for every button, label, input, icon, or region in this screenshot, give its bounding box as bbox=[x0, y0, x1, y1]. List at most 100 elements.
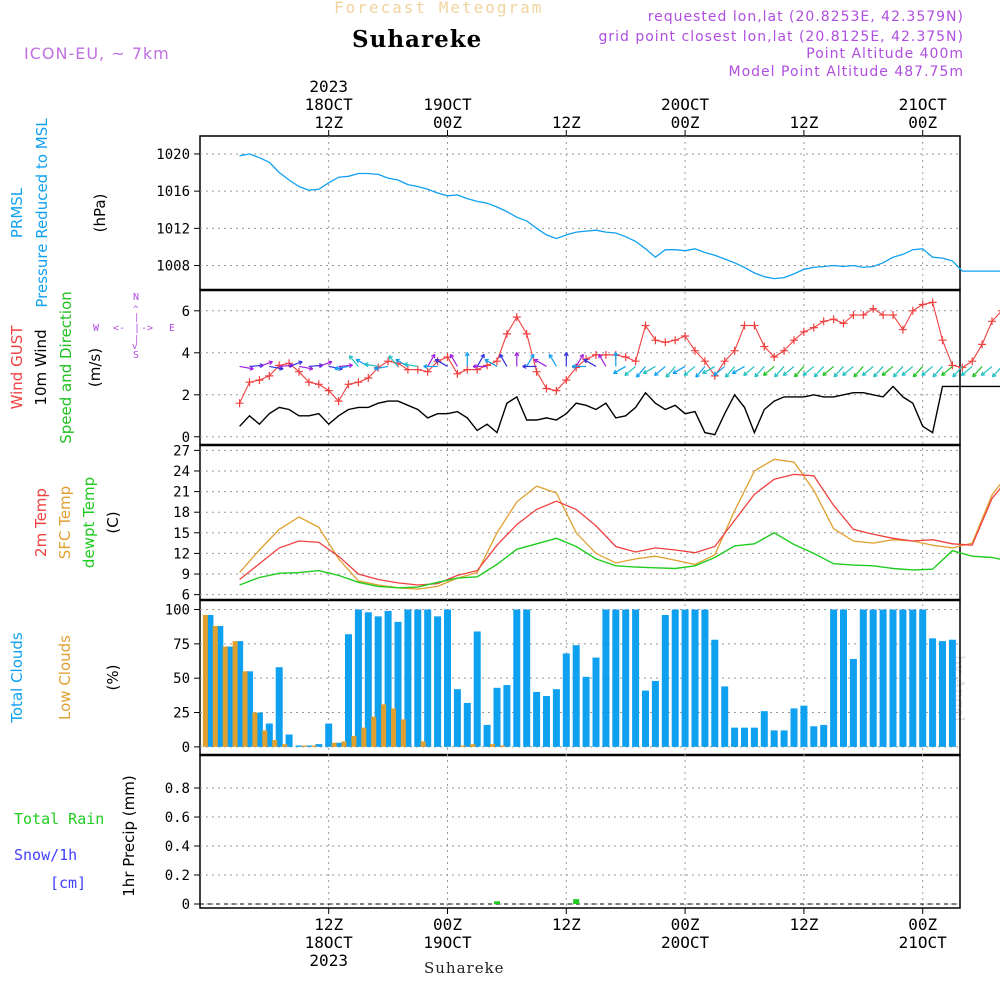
total-cloud-bar bbox=[354, 609, 362, 747]
total-cloud-bar bbox=[760, 711, 768, 747]
gust-marker bbox=[700, 357, 709, 366]
panel-frame-precip bbox=[199, 754, 961, 909]
y-tick-label: 1008 bbox=[156, 259, 190, 275]
gust-marker bbox=[869, 304, 878, 313]
model-altitude: Model Point Altitude 487.75m bbox=[728, 64, 964, 80]
wind-arrow-head bbox=[298, 360, 303, 366]
low-cloud-bar bbox=[391, 708, 396, 747]
gust-marker bbox=[780, 346, 789, 355]
total-cloud-bar bbox=[236, 641, 244, 747]
gust-marker bbox=[493, 357, 501, 366]
total-cloud-bar bbox=[285, 734, 293, 747]
gust-marker bbox=[740, 321, 749, 330]
gust-marker bbox=[562, 376, 571, 385]
y-tick-label: 0 bbox=[182, 740, 190, 756]
gust-marker bbox=[997, 310, 1000, 312]
wind-arrow-head bbox=[355, 358, 361, 364]
panel-label: (hPa) bbox=[91, 194, 109, 233]
compass-west: W bbox=[93, 323, 100, 334]
wind-arrow-head bbox=[881, 371, 887, 377]
wind-direction-arrow bbox=[813, 366, 825, 378]
gust-marker bbox=[502, 329, 511, 338]
wind-arrow-head bbox=[873, 372, 878, 378]
low-cloud-bar bbox=[371, 716, 377, 747]
total-cloud-bar bbox=[721, 686, 729, 747]
wind-arrow-head bbox=[941, 371, 946, 377]
compass-stem-down: | bbox=[134, 335, 139, 345]
bottom-time-label: 21OCT bbox=[899, 933, 948, 952]
wind-arrow-head bbox=[892, 372, 898, 378]
bottom-time-label: 18OCT bbox=[305, 933, 354, 952]
bottom-time-label: 12Z bbox=[314, 915, 343, 934]
top-time-label: 12Z bbox=[789, 113, 818, 132]
low-cloud-bar bbox=[272, 740, 278, 747]
chart-subtitle: Forecast Meteogram bbox=[334, 0, 544, 17]
low-cloud-bar bbox=[262, 730, 268, 747]
wind-direction-arrow bbox=[822, 365, 834, 376]
gust-marker bbox=[295, 367, 303, 376]
low-cloud-bar bbox=[202, 614, 208, 747]
top-time-label: 18OCT bbox=[305, 95, 354, 114]
gust-marker bbox=[829, 315, 838, 324]
gust-marker bbox=[631, 357, 640, 366]
wind-direction-arrow bbox=[683, 365, 696, 376]
compass-stem-up: | bbox=[134, 313, 139, 323]
wind-arrow-head bbox=[813, 372, 819, 378]
total-cloud-bar bbox=[384, 610, 392, 747]
compass-arrow-down: v bbox=[132, 342, 137, 352]
gust-marker bbox=[601, 350, 610, 359]
total-cloud-bar bbox=[295, 745, 303, 747]
total-cloud-bar bbox=[533, 691, 541, 747]
wind-direction-arrow bbox=[782, 365, 795, 376]
top-time-label: 19OCT bbox=[423, 95, 472, 114]
bottom-location-label: Suhareke bbox=[424, 959, 505, 977]
wind-direction-arrow bbox=[702, 365, 716, 374]
rain-bar bbox=[494, 901, 500, 904]
wind-direction-arrow bbox=[725, 366, 736, 378]
wind-direction-arrow bbox=[763, 365, 775, 376]
wind-arrow-head bbox=[571, 364, 576, 369]
gust-marker bbox=[463, 365, 472, 374]
temp-2m-line bbox=[239, 473, 1000, 586]
gust-marker bbox=[453, 369, 462, 378]
wind-direction-arrow bbox=[374, 365, 389, 370]
total-cloud-bar bbox=[246, 671, 253, 747]
total-cloud-bar bbox=[434, 616, 442, 747]
wind-direction-arrow bbox=[881, 365, 894, 376]
total-cloud-bar bbox=[869, 609, 877, 747]
low-cloud-bar bbox=[242, 671, 248, 747]
y-tick-label: 6 bbox=[182, 304, 190, 320]
wind-direction-arrow bbox=[239, 365, 254, 370]
bottom-time-label: 00Z bbox=[908, 915, 937, 934]
gust-marker bbox=[958, 363, 967, 372]
total-cloud-bar bbox=[414, 609, 422, 747]
panel-label: dewpt Temp bbox=[80, 477, 98, 568]
total-cloud-bar bbox=[731, 727, 739, 747]
total-cloud-bar bbox=[325, 723, 333, 747]
gust-marker bbox=[542, 384, 551, 393]
compass-arrow-left: <- bbox=[113, 323, 125, 334]
gust-marker bbox=[908, 306, 917, 315]
gust-marker bbox=[988, 317, 996, 326]
panel-label: 10m Wind bbox=[32, 329, 50, 405]
wind-arrow-head bbox=[480, 353, 485, 359]
wind-arrow-head bbox=[268, 360, 274, 366]
chart-title: Suhareke bbox=[352, 26, 483, 53]
total-cloud-bar bbox=[642, 690, 649, 747]
wind-direction-arrow bbox=[754, 366, 765, 378]
wind-arrow-head bbox=[665, 373, 671, 378]
wind-direction-arrow bbox=[435, 358, 448, 367]
wind-arrow-head bbox=[683, 371, 689, 377]
gust-marker bbox=[354, 378, 363, 387]
gust-marker bbox=[730, 346, 739, 355]
total-cloud-bar bbox=[493, 687, 501, 747]
total-cloud-bar bbox=[275, 667, 283, 747]
gust-marker bbox=[423, 367, 432, 376]
total-cloud-bar bbox=[840, 609, 847, 747]
total-cloud-bar bbox=[424, 609, 432, 747]
panel-label: PRMSL bbox=[8, 187, 26, 238]
gust-marker bbox=[760, 342, 769, 351]
gust-marker bbox=[968, 357, 977, 366]
bottom-time-label: 00Z bbox=[433, 915, 462, 934]
wind-arrow-head bbox=[598, 353, 603, 359]
